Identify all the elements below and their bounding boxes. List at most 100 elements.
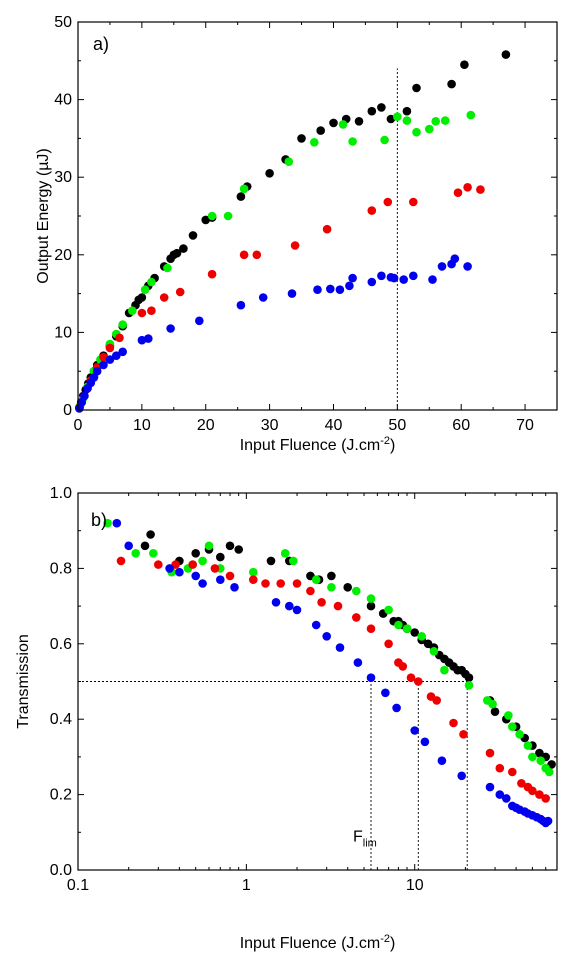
- x-tick-label: 0.1: [67, 877, 89, 894]
- data-point-series-3-1: [124, 541, 133, 551]
- x-tick-label: 10: [133, 417, 151, 434]
- data-point-series-0-26: [236, 192, 246, 201]
- data-point-series-0-34: [354, 117, 364, 126]
- data-point-series-1-16: [394, 620, 403, 630]
- data-point-series-1-13: [352, 586, 361, 596]
- data-point-series-1-0: [103, 518, 112, 528]
- data-point-series-2-26: [508, 767, 517, 777]
- data-point-series-1-8: [128, 306, 137, 316]
- data-point-series-3-0: [112, 518, 122, 528]
- data-point-series-3-15: [236, 300, 246, 310]
- data-point-series-3-9: [112, 351, 121, 361]
- data-point-series-3-8: [105, 355, 115, 364]
- panel-b-data-points: [103, 518, 556, 828]
- panel-b-x-axis-label: Input Fluence (J.cm-2): [240, 933, 396, 952]
- data-point-series-2-6: [249, 575, 258, 584]
- data-point-series-1-22: [412, 127, 421, 137]
- data-point-series-2-11: [317, 598, 326, 607]
- data-point-series-2-6: [115, 333, 124, 343]
- data-point-series-2-17: [383, 197, 393, 207]
- data-point-series-2-29: [528, 786, 537, 796]
- y-tick-label: 10: [54, 324, 72, 341]
- data-point-series-0-35: [367, 106, 377, 116]
- data-point-series-1-17: [402, 624, 412, 633]
- data-point-series-3-21: [457, 771, 467, 781]
- panel-b-reference-lines: [78, 681, 468, 870]
- data-point-series-3-24: [377, 271, 386, 281]
- data-point-series-2-20: [463, 183, 472, 192]
- data-point-series-1-21: [464, 681, 474, 690]
- data-point-series-3-5: [198, 579, 207, 588]
- data-point-series-2-18: [406, 673, 416, 682]
- x-tick-label: 70: [516, 417, 534, 434]
- data-point-series-0-5: [216, 552, 225, 562]
- y-tick-label: 0.6: [50, 636, 72, 653]
- data-point-series-3-13: [335, 643, 345, 652]
- data-point-series-3-22: [485, 782, 495, 792]
- x-tick-label: 20: [197, 417, 215, 434]
- x-tick-label: 60: [452, 417, 470, 434]
- data-point-series-1-17: [338, 120, 348, 129]
- data-point-series-2-13: [352, 613, 361, 622]
- data-point-series-0-31: [316, 126, 326, 135]
- data-point-series-2-13: [252, 250, 262, 260]
- data-point-series-0-13: [343, 583, 353, 592]
- data-point-series-1-11: [163, 263, 172, 273]
- panel-b-ticks: 0.1 1 10 0.0 0.2 0.4 0.6 0.8 1.0: [50, 485, 558, 894]
- f-lim-annotation: Flim: [353, 829, 377, 850]
- data-point-series-1-21: [402, 116, 412, 125]
- data-point-series-2-7: [137, 308, 147, 318]
- data-point-series-0-32: [329, 118, 338, 128]
- panel-b-x-axis-label-end: ): [390, 935, 395, 952]
- data-point-series-2-11: [207, 269, 217, 279]
- data-point-series-1-24: [431, 117, 441, 126]
- data-point-series-0-8: [266, 556, 276, 566]
- data-point-series-2-21: [432, 696, 442, 705]
- data-point-series-3-7: [230, 583, 239, 592]
- data-point-series-3-35: [543, 816, 553, 826]
- panel-a-x-axis-label-main: Input Fluence (J.cm: [240, 437, 381, 454]
- data-point-series-2-0: [116, 556, 126, 566]
- panel-a-y-axis-label: Output Energy (µJ): [35, 148, 52, 284]
- data-point-series-1-11: [311, 575, 321, 584]
- x-tick-label: 30: [261, 417, 279, 434]
- data-point-series-0-31: [464, 673, 474, 682]
- data-point-series-3-13: [166, 324, 175, 333]
- data-point-series-3-24: [502, 794, 511, 803]
- data-point-series-3-2: [165, 564, 174, 573]
- data-point-series-3-19: [420, 737, 430, 747]
- y-tick-label: 0: [63, 402, 72, 419]
- data-point-series-0-7: [234, 545, 243, 554]
- data-point-series-3-10: [118, 347, 127, 357]
- data-point-series-3-19: [326, 284, 335, 294]
- data-point-series-3-8: [271, 598, 281, 607]
- data-point-series-1-7: [118, 320, 127, 329]
- data-point-series-1-16: [310, 138, 319, 147]
- data-point-series-0-12: [327, 571, 336, 581]
- data-point-series-3-23: [495, 790, 505, 799]
- data-point-series-3-3: [175, 567, 184, 577]
- panel-a-output-energy-chart: 0 10 20 30 40 50 60 70 0 10 20 30 40 50 a) Input Flue…: [35, 14, 558, 454]
- data-point-series-2-9: [292, 579, 302, 588]
- data-point-series-1-6: [204, 541, 214, 551]
- data-point-series-1-9: [280, 549, 290, 558]
- data-point-series-3-4: [191, 571, 200, 581]
- data-point-series-2-24: [485, 748, 495, 758]
- data-point-series-2-21: [476, 185, 485, 194]
- data-point-series-3-17: [287, 289, 297, 298]
- data-point-series-2-30: [535, 790, 544, 799]
- data-point-series-1-14: [239, 184, 249, 194]
- data-point-series-0-6: [225, 541, 235, 551]
- data-point-series-3-30: [437, 262, 447, 271]
- data-point-series-3-9: [285, 601, 294, 611]
- data-point-series-0-39: [412, 83, 421, 93]
- data-point-series-2-5: [105, 343, 115, 353]
- data-point-series-2-8: [276, 579, 286, 588]
- data-point-series-0-36: [377, 103, 386, 112]
- panel-a-x-axis-label-end: ): [390, 437, 395, 454]
- panel-a-data-points: [75, 50, 511, 413]
- data-point-series-0-38: [535, 748, 544, 758]
- data-point-series-2-8: [147, 306, 156, 316]
- data-point-series-0-20: [410, 628, 420, 637]
